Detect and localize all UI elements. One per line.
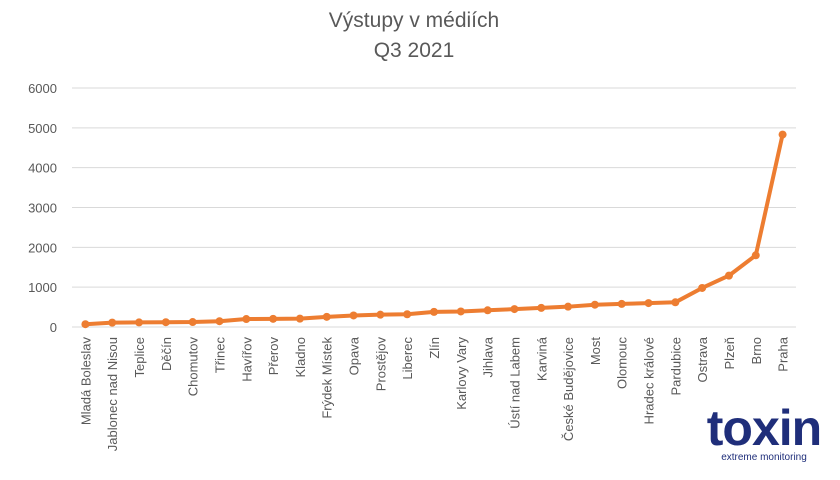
data-point [671, 298, 680, 307]
gridlines [72, 87, 796, 328]
data-point [376, 310, 385, 319]
data-point [483, 306, 492, 315]
x-tick-label: Havířov [239, 337, 254, 382]
y-axis: 0 1000 2000 3000 4000 5000 6000 [28, 81, 57, 335]
data-point [456, 307, 465, 316]
x-tick-label: Praha [776, 336, 791, 371]
data-point [322, 312, 331, 321]
x-tick-label: Třinec [212, 337, 227, 374]
y-tick-label: 3000 [28, 201, 57, 216]
data-point [135, 318, 144, 327]
data-point [751, 251, 760, 260]
x-tick-label: Frýdek Místek [320, 337, 335, 419]
y-tick-label: 5000 [28, 121, 57, 136]
y-tick-label: 0 [50, 320, 57, 335]
data-point [590, 300, 599, 309]
x-tick-label: Karviná [534, 336, 549, 381]
x-tick-label: Ústí nad Labem [507, 337, 522, 429]
data-point [188, 318, 197, 327]
x-tick-label: Opava [347, 336, 362, 375]
x-tick-label: Kladno [293, 337, 308, 377]
series [81, 130, 787, 329]
x-tick-label: Přerov [266, 337, 281, 376]
data-point [108, 318, 117, 327]
data-point [81, 320, 90, 329]
x-tick-label: Zlín [427, 337, 442, 359]
data-point [295, 314, 304, 323]
data-point [617, 299, 626, 308]
x-tick-label: České Budějovice [561, 337, 576, 441]
x-tick-label: Pardubice [668, 337, 683, 396]
x-tick-label: Most [588, 337, 603, 366]
x-tick-label: Prostějov [373, 337, 388, 392]
toxin-logo: toxin extreme monitoring [707, 400, 822, 463]
x-tick-label: Jihlava [481, 336, 496, 377]
data-point [403, 310, 412, 319]
x-tick-label: Brno [749, 337, 764, 364]
x-tick-label: Jablonec nad Nisou [105, 337, 120, 451]
logo-wordmark: toxin [707, 400, 821, 456]
y-tick-label: 4000 [28, 161, 57, 176]
series-line [83, 132, 785, 327]
x-tick-label: Karlovy Vary [454, 337, 469, 410]
x-tick-label: Děčín [159, 337, 174, 371]
data-point [161, 318, 170, 327]
x-tick-label: Ostrava [695, 336, 710, 382]
chart-title: Výstupy v médiích [329, 9, 499, 32]
y-tick-label: 1000 [28, 280, 57, 295]
y-tick-label: 6000 [28, 81, 57, 96]
data-point [724, 271, 733, 280]
data-point [778, 130, 787, 139]
x-tick-label: Olomouc [615, 337, 630, 390]
y-tick-label: 2000 [28, 240, 57, 255]
data-point [564, 302, 573, 311]
data-point [242, 315, 251, 324]
data-point [349, 311, 358, 320]
x-tick-label: Teplice [132, 337, 147, 377]
logo-tagline: extreme monitoring [721, 452, 807, 463]
x-tick-label: Hradec králové [642, 337, 657, 424]
data-point [537, 303, 546, 312]
chart-subtitle: Q3 2021 [374, 39, 455, 62]
data-point [269, 314, 278, 323]
x-tick-label: Chomutov [186, 337, 201, 397]
x-tick-label: Plzeň [722, 337, 737, 370]
data-point [510, 305, 519, 314]
x-tick-label: Liberec [400, 337, 415, 380]
data-point [698, 283, 707, 292]
x-tick-label: Mladá Boleslav [78, 337, 93, 426]
data-point [430, 307, 438, 316]
data-point [215, 317, 224, 326]
data-point [644, 299, 653, 308]
x-axis: Mladá Boleslav Jablonec nad Nisou Teplice D… [78, 336, 790, 451]
